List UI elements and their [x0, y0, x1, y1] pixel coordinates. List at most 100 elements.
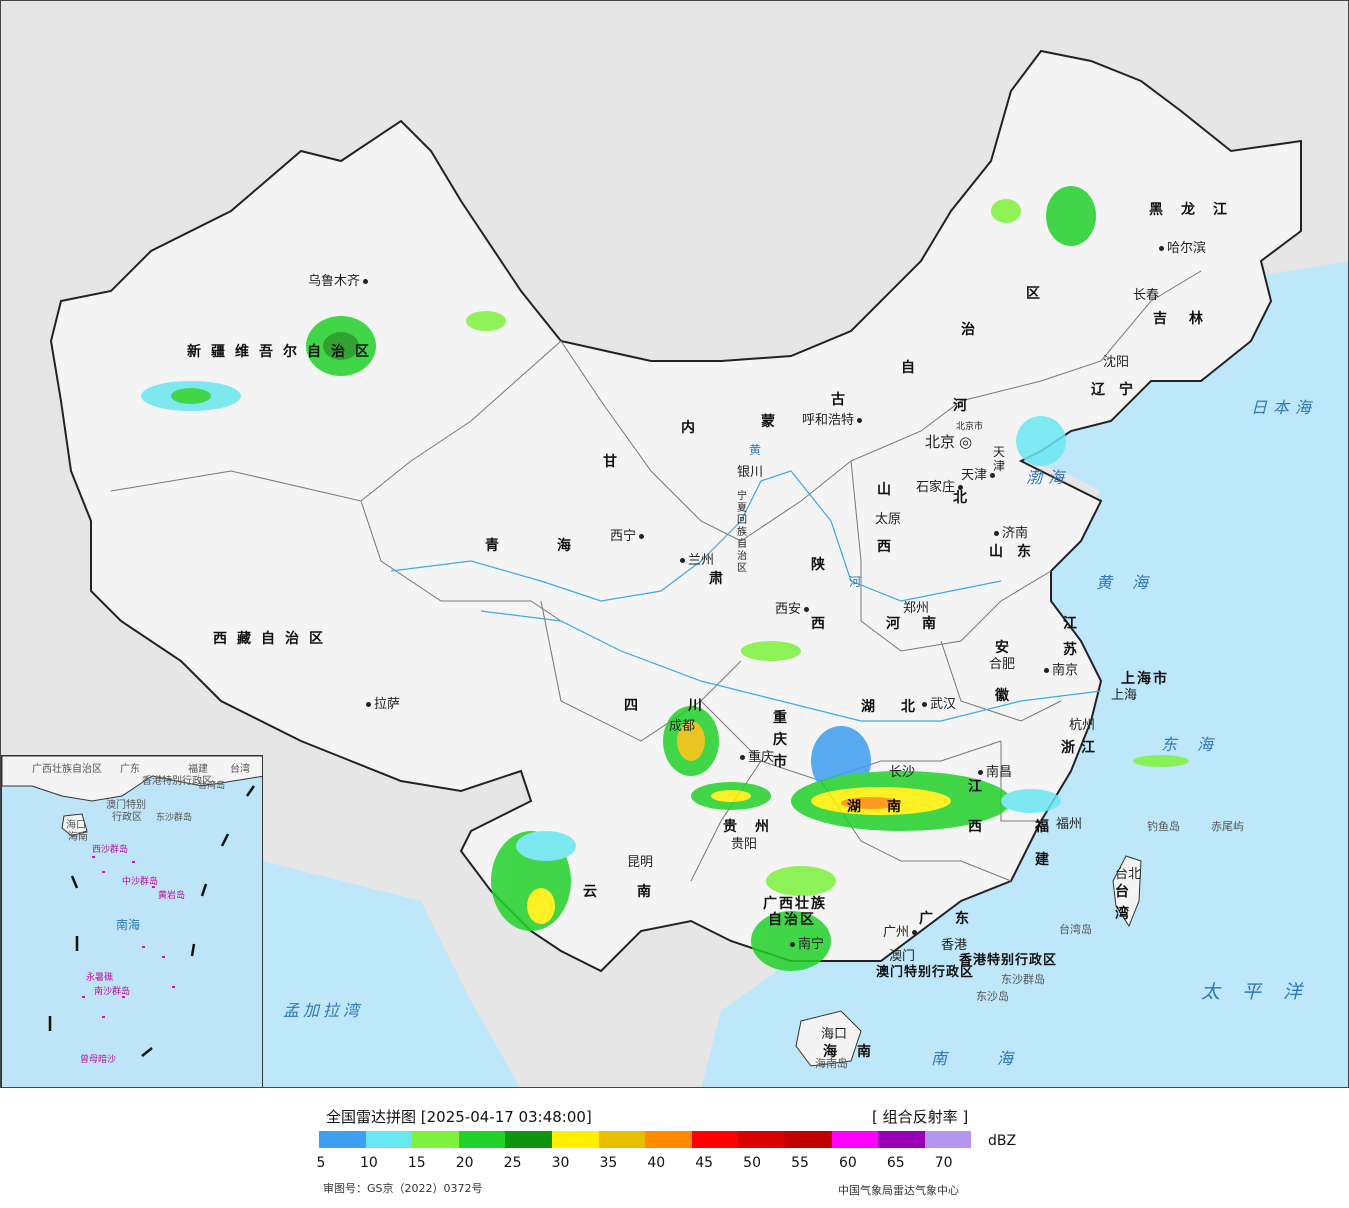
province-hk: 香港特别行政区 — [959, 953, 1058, 968]
inset-label-zengmu: 曾母暗沙 — [80, 1055, 117, 1065]
river-label-he: 河 — [849, 575, 862, 589]
inset-label-hainan: 海南 — [68, 832, 88, 843]
city-fuzhou: 福州 — [1056, 817, 1083, 832]
legend-tick: 55 — [791, 1155, 809, 1171]
province-hainan: 海南 — [823, 1044, 891, 1060]
city-beijing: 北京 ◎ — [925, 433, 973, 451]
island-hainan: 海南岛 — [815, 1057, 848, 1070]
city-taibei: 台北 — [1115, 867, 1142, 882]
city-xian: 西安 — [775, 598, 812, 617]
legend-tick: 15 — [407, 1155, 426, 1171]
legend-unit: dBZ — [988, 1133, 1017, 1149]
inset-label-macao-2: 行政区 — [112, 812, 142, 823]
city-hangzhou: 杭州 — [1069, 718, 1096, 733]
city-shanghai: 上海 — [1111, 688, 1138, 703]
province-hunan: 湖南 — [847, 799, 927, 815]
legend-swatch — [365, 1131, 413, 1148]
province-zhejiang: 浙江 — [1061, 740, 1101, 756]
legend-swatch — [924, 1131, 972, 1148]
province-nm-5: 治 — [961, 322, 985, 338]
sea-pacific: 太平洋 — [1201, 981, 1325, 1003]
legend-tick: 40 — [647, 1155, 666, 1171]
province-borders — [110, 270, 1202, 882]
city-changsha: 长沙 — [889, 765, 916, 780]
province-xizang: 西藏自治区 — [213, 631, 333, 647]
legend-tick: 30 — [551, 1155, 570, 1171]
province-yunnan-2: 南 — [637, 884, 661, 900]
city-guangzhou: 广州 — [883, 921, 920, 940]
city-xining: 西宁 — [610, 525, 647, 544]
inset-label-fujian: 福建 — [188, 764, 208, 775]
inset-label-xisha: 西沙群岛 — [92, 845, 129, 855]
province-nm-4: 自 — [901, 360, 925, 376]
legend-tick: 60 — [838, 1155, 857, 1171]
inset-label-hk: 香港特别行政区 — [142, 776, 212, 787]
province-gansu-1: 甘 — [603, 454, 627, 470]
taiwan-island — [1112, 855, 1142, 928]
legend-swatch — [598, 1131, 646, 1148]
legend-swatch — [645, 1131, 692, 1148]
sea-bohai: 渤海 — [1026, 468, 1071, 487]
inset-label-guangxi: 广西壮族自治区 — [32, 764, 102, 775]
hainan-island — [795, 1010, 862, 1067]
sea-donghai: 东海 — [1161, 735, 1234, 754]
island-chiwei: 赤尾屿 — [1211, 820, 1244, 833]
city-chengdu: 成都 — [669, 719, 696, 734]
city-beijing-small: 北京市 — [956, 422, 984, 432]
province-guizhou: 贵州 — [723, 819, 787, 835]
province-macao: 澳门特别行政区 — [876, 965, 975, 980]
inset-label-macao-1: 澳门特别 — [106, 800, 146, 811]
province-qinghai-1: 青 — [485, 538, 509, 554]
city-shijiazhuang: 石家庄 — [916, 476, 966, 495]
island-diaoyu: 钓鱼岛 — [1147, 820, 1180, 833]
island-dongsha: 东沙岛 — [976, 990, 1009, 1003]
city-hohhot: 呼和浩特 — [802, 409, 865, 428]
province-taiwan: 台湾 — [1115, 884, 1129, 922]
inset-label-haikou: 海口 — [66, 820, 86, 831]
legend-tick: 45 — [695, 1155, 714, 1171]
province-xinjiang: 新疆维吾尔自治区 — [187, 344, 379, 360]
legend-swatch — [319, 1131, 366, 1148]
province-henan: 河南 — [886, 616, 958, 632]
legend-swatch — [691, 1131, 739, 1148]
legend-swatch — [551, 1131, 599, 1148]
province-jiangxi-2: 西 — [968, 819, 992, 835]
legend-tick: 20 — [455, 1155, 474, 1171]
legend-tick: 5 — [316, 1155, 326, 1171]
inset-label-nansha: 南沙群岛 — [94, 987, 131, 997]
island-dongsha-qd: 东沙群岛 — [1001, 973, 1045, 986]
city-tianjin: 天津 — [961, 464, 998, 483]
legend-swatch — [784, 1131, 832, 1148]
city-zhengzhou: 郑州 — [903, 601, 930, 616]
province-guangdong: 广东 — [919, 911, 991, 927]
inset-label-nanhai: 南海 — [116, 918, 141, 932]
legend-tick: 10 — [359, 1155, 378, 1171]
inset-label-taiwandao: 台湾岛 — [198, 781, 226, 791]
inset-label-dongsha: 东沙群岛 — [156, 813, 193, 823]
province-gansu-2: 肃 — [709, 571, 733, 587]
province-nm-6: 区 — [1026, 286, 1050, 302]
legend-title: 全国雷达拼图 [2025-04-17 03:48:00] — [326, 1108, 592, 1126]
city-hefei: 合肥 — [989, 657, 1016, 672]
sea-huanghai: 黄海 — [1096, 573, 1169, 592]
legend-swatch — [831, 1131, 879, 1148]
sea-japan: 日本海 — [1251, 398, 1318, 417]
city-lasa: 拉萨 — [363, 693, 400, 712]
city-hongkong: 香港 — [941, 938, 968, 953]
radar-map: 新疆维吾尔自治区 西藏自治区 青 海 甘 肃 内 蒙 古 自 治 区 黑龙江 吉… — [0, 0, 1349, 1088]
city-urumqi: 乌鲁木齐 — [308, 270, 371, 289]
province-jiangxi-1: 江 — [968, 779, 992, 795]
province-heilongjiang: 黑龙江 — [1149, 202, 1245, 218]
inset-label-taiwan: 台湾 — [230, 764, 250, 775]
rivers — [390, 470, 1102, 722]
island-taiwan: 台湾岛 — [1059, 923, 1092, 936]
inset-label-yongshu: 永暑礁 — [86, 973, 114, 983]
province-shaanxi-1: 陕 — [811, 557, 835, 573]
province-tianjin: 天津 — [993, 445, 1006, 473]
province-jiangsu-1: 江 — [1063, 616, 1087, 632]
south-china-sea-inset: 广西壮族自治区 广东 福建 台湾 香港特别行政区 澳门特别 行政区 海口 海南 … — [1, 755, 263, 1087]
city-yinchuan: 银川 — [737, 465, 764, 480]
province-hebei-1: 河 — [953, 398, 977, 414]
city-shenyang: 沈阳 — [1103, 355, 1130, 370]
legend-tick: 35 — [599, 1155, 618, 1171]
